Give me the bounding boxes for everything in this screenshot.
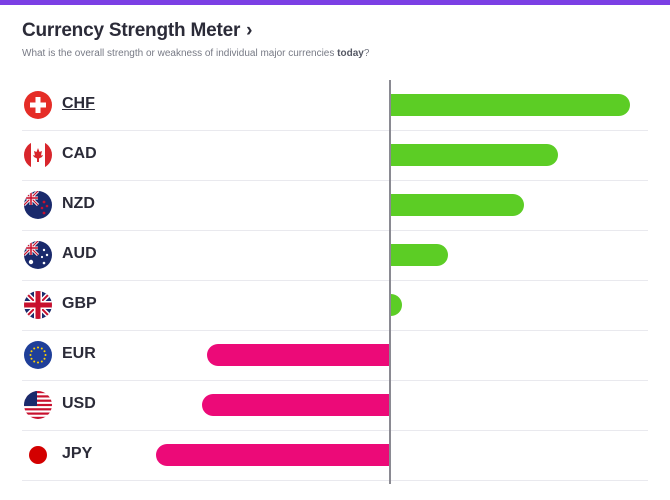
subtitle-emphasis: today <box>337 48 364 59</box>
strength-bar-nzd <box>390 194 525 216</box>
currency-code-chf-link[interactable]: CHF <box>62 95 95 112</box>
currency-row-gbp: GBP <box>22 280 648 331</box>
new-zealand-flag-icon <box>24 191 52 219</box>
currency-row-jpy: JPY <box>22 430 648 481</box>
title-link[interactable]: Currency Strength Meter › <box>22 20 369 42</box>
currency-strength-chart: CHF CAD NZD AUD GBP EUR <box>22 80 670 484</box>
currency-row-aud: AUD <box>22 230 648 281</box>
chevron-right-icon: › <box>246 20 253 41</box>
currency-row-chf: CHF <box>22 80 648 131</box>
zero-axis-line <box>389 80 391 484</box>
currency-row-usd: USD <box>22 380 648 431</box>
strength-bar-gbp <box>390 294 402 316</box>
header: Currency Strength Meter › What is the ov… <box>22 20 369 59</box>
currency-code-aud: AUD <box>62 245 97 262</box>
uk-flag-icon <box>24 291 52 319</box>
strength-bar-usd <box>201 394 390 416</box>
strength-bar-aud <box>390 244 448 266</box>
strength-bar-eur <box>206 344 390 366</box>
subtitle-suffix: ? <box>363 48 370 59</box>
currency-code-usd: USD <box>62 395 96 412</box>
top-accent-stripe <box>0 0 670 5</box>
currency-code-eur: EUR <box>62 345 96 362</box>
currency-code-jpy: JPY <box>62 445 93 462</box>
page-title: Currency Strength Meter <box>22 20 241 41</box>
strength-bar-jpy <box>156 444 390 466</box>
currency-code-cad: CAD <box>62 145 97 162</box>
usa-flag-icon <box>24 391 52 419</box>
currency-code-nzd: NZD <box>62 195 95 212</box>
currency-row-cad: CAD <box>22 130 648 181</box>
currency-row-nzd: NZD <box>22 180 648 231</box>
currency-code-gbp: GBP <box>62 295 97 312</box>
australia-flag-icon <box>24 241 52 269</box>
subtitle-text: What is the overall strength or weakness… <box>22 48 338 59</box>
currency-row-eur: EUR <box>22 330 648 381</box>
strength-bar-chf <box>390 94 630 116</box>
page-subtitle: What is the overall strength or weakness… <box>22 48 369 59</box>
strength-bar-cad <box>390 144 558 166</box>
eu-flag-icon <box>24 341 52 369</box>
switzerland-flag-icon <box>24 91 52 119</box>
canada-flag-icon <box>24 141 52 169</box>
japan-flag-icon <box>24 441 52 469</box>
